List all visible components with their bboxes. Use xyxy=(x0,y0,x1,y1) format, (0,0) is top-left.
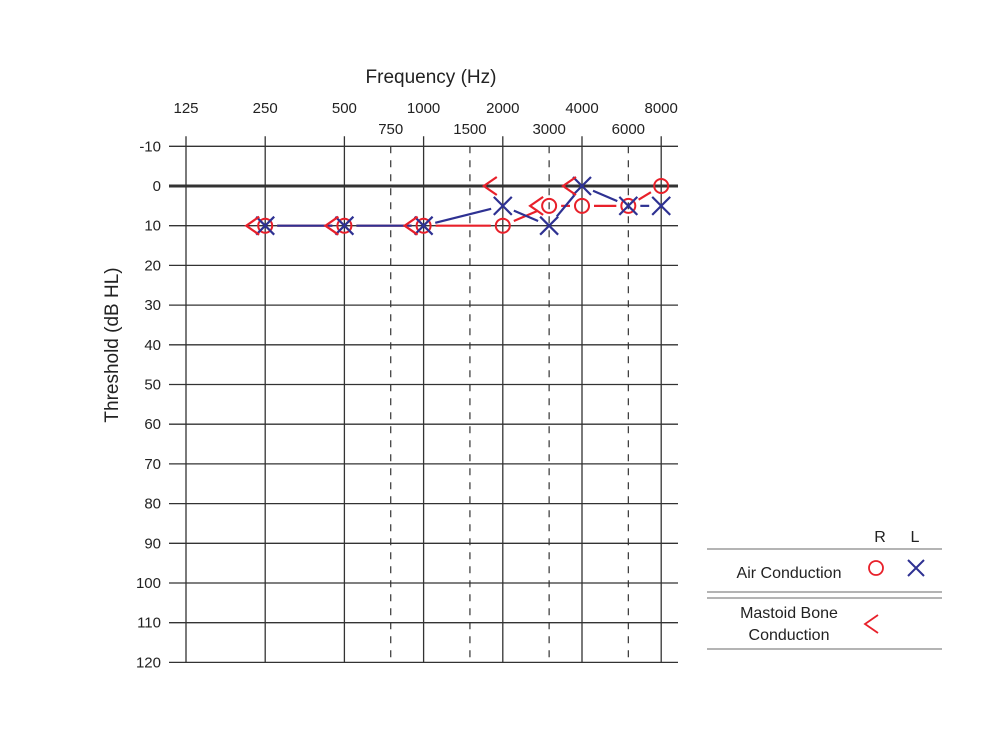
x-tick-label: 4000 xyxy=(565,100,598,117)
legend-col-right: R xyxy=(874,529,886,546)
y-axis-title: Threshold (dB HL) xyxy=(102,267,123,422)
air-left-marker xyxy=(255,215,275,236)
air-left-marker xyxy=(413,215,434,236)
air-right-marker xyxy=(336,217,353,234)
bone-right-marker xyxy=(481,176,498,196)
legend-col-left: L xyxy=(911,529,920,546)
x-tick-label-minor: 3000 xyxy=(532,121,565,138)
air-left-marker xyxy=(334,215,355,236)
y-tick-label: 30 xyxy=(144,297,161,314)
y-tick-label: 70 xyxy=(144,456,161,473)
air-left-marker xyxy=(493,196,513,216)
y-tick-label: 120 xyxy=(136,654,161,671)
bone-right-marker xyxy=(528,195,544,216)
air-right-marker xyxy=(653,178,670,194)
air-left-marker xyxy=(651,196,671,216)
tick-labels: -10 0 10 20 30 40 50 60 70 80 90 100 110 120 125 250 500… xyxy=(136,100,678,671)
y-tick-label: -10 xyxy=(139,138,161,155)
y-tick-label: 90 xyxy=(144,535,161,552)
y-tick-label: 50 xyxy=(144,377,161,394)
air-right-marker xyxy=(494,217,511,234)
air-left-marker xyxy=(618,196,639,216)
x-tick-label: 500 xyxy=(332,100,357,117)
x-mark-icon xyxy=(907,559,925,577)
x-tick-label-minor: 6000 xyxy=(612,121,645,138)
air-right-marker xyxy=(415,217,432,234)
x-tick-label: 125 xyxy=(173,100,198,117)
legend-air-label: Air Conduction xyxy=(737,565,842,582)
air-right-marker xyxy=(257,217,274,234)
x-tick-label: 8000 xyxy=(645,100,678,117)
x-tick-label-minor: 1500 xyxy=(453,121,486,138)
air-right-marker xyxy=(620,197,637,214)
bone-right-marker xyxy=(244,215,260,236)
air-left-marker xyxy=(572,176,592,196)
legend-bone-label-2: Conduction xyxy=(749,627,830,644)
y-tick-label: 60 xyxy=(144,416,161,433)
legend-bone-label-1: Mastoid Bone xyxy=(740,605,838,622)
x-tick-label-minor: 750 xyxy=(378,121,403,138)
data-markers xyxy=(244,176,671,236)
y-tick-label: 40 xyxy=(144,337,161,354)
y-tick-label: 80 xyxy=(144,496,161,513)
x-tick-label: 1000 xyxy=(407,100,440,117)
bone-right-marker xyxy=(402,215,419,236)
legend: R L Air Conduction Mastoid Bone Conducti… xyxy=(707,529,942,650)
circle-icon xyxy=(868,560,884,576)
grid xyxy=(169,136,678,664)
x-tick-label: 250 xyxy=(253,100,278,117)
y-tick-label: 10 xyxy=(144,218,161,235)
y-tick-label: 100 xyxy=(136,575,161,592)
y-tick-label: 20 xyxy=(144,257,161,274)
air-right-marker xyxy=(541,197,558,214)
connecting-lines xyxy=(277,189,652,227)
x-tick-label: 2000 xyxy=(486,100,519,117)
air-right-marker xyxy=(574,197,590,214)
air-left-marker xyxy=(539,215,559,236)
bone-right-marker xyxy=(323,215,340,236)
x-axis-title: Frequency (Hz) xyxy=(366,67,497,88)
y-tick-label: 0 xyxy=(153,178,161,195)
bone-right-marker xyxy=(561,176,577,196)
y-tick-label: 110 xyxy=(137,615,161,632)
bone-conduction-icon xyxy=(863,614,879,634)
